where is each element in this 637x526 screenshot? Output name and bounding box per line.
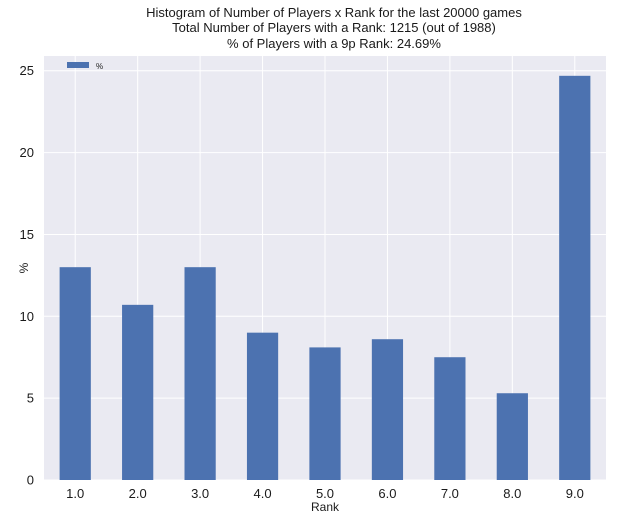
x-tick-label-4.0: 4.0 <box>254 486 272 501</box>
chart-title: Histogram of Number of Players x Rank fo… <box>146 5 522 51</box>
y-tick-label-20: 20 <box>20 145 34 160</box>
bar-8.0 <box>496 393 528 480</box>
x-tick-label-9.0: 9.0 <box>566 486 584 501</box>
title-line-2: Total Number of Players with a Rank: 121… <box>172 20 496 35</box>
x-tick-label-1.0: 1.0 <box>66 486 84 501</box>
legend: % <box>67 62 103 71</box>
x-axis-ticks: 1.0 2.0 3.0 4.0 5.0 6.0 7.0 8.0 9.0 <box>66 486 584 501</box>
x-tick-label-2.0: 2.0 <box>129 486 147 501</box>
legend-swatch <box>67 62 89 68</box>
bar-7.0 <box>434 357 466 480</box>
y-axis-label: % <box>17 262 31 273</box>
y-tick-label-0: 0 <box>27 473 34 488</box>
bar-4.0 <box>246 332 279 480</box>
bar-2.0 <box>122 304 154 480</box>
y-tick-label-15: 15 <box>20 227 34 242</box>
bar-3.0 <box>184 267 216 480</box>
bar-6.0 <box>371 339 404 480</box>
x-tick-label-8.0: 8.0 <box>503 486 521 501</box>
y-tick-label-25: 25 <box>20 63 34 78</box>
x-tick-label-5.0: 5.0 <box>316 486 334 501</box>
bars <box>59 75 591 480</box>
x-tick-label-6.0: 6.0 <box>378 486 396 501</box>
y-tick-label-5: 5 <box>27 391 34 406</box>
legend-label: % <box>96 62 103 71</box>
x-tick-label-3.0: 3.0 <box>191 486 209 501</box>
bar-1.0 <box>59 267 91 480</box>
title-line-3: % of Players with a 9p Rank: 24.69% <box>227 36 441 51</box>
y-tick-label-10: 10 <box>20 309 34 324</box>
x-axis-label: Rank <box>311 500 340 514</box>
y-axis-ticks: 0 5 10 15 20 25 <box>20 63 34 487</box>
title-line-1: Histogram of Number of Players x Rank fo… <box>146 5 522 20</box>
bar-9.0 <box>559 75 591 480</box>
bar-5.0 <box>309 347 341 480</box>
x-tick-label-7.0: 7.0 <box>441 486 459 501</box>
